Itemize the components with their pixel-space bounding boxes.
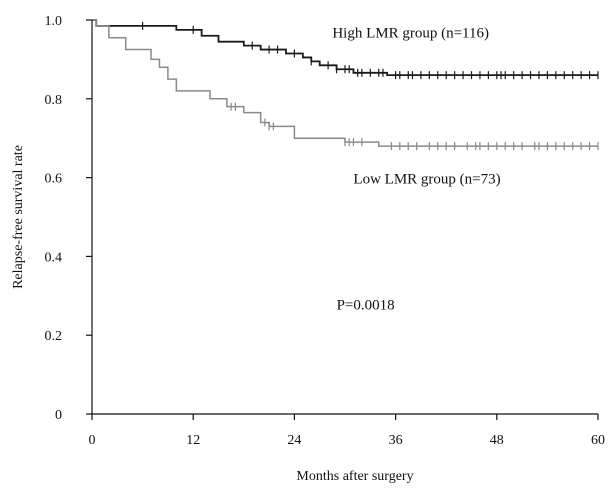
- annotation-p-value: P=0.0018: [337, 298, 395, 314]
- plot-area: [92, 19, 599, 151]
- y-tick-label: 0.4: [45, 250, 63, 265]
- x-tick-label: 24: [287, 433, 301, 448]
- annotation-high-group: High LMR group (n=116): [332, 26, 489, 42]
- x-tick-label: 36: [389, 433, 403, 448]
- x-tick-label: 12: [186, 433, 200, 448]
- x-ticks: 0 12 24 36 48 60: [89, 414, 605, 448]
- x-tick-label: 48: [490, 433, 504, 448]
- series-line-low-lmr: [92, 19, 598, 147]
- y-tick-label: 0.8: [45, 93, 63, 108]
- x-tick-label: 0: [89, 433, 96, 448]
- x-tick-label: 60: [591, 433, 605, 448]
- x-axis-label: Months after surgery: [296, 469, 413, 484]
- annotation-low-group: Low LMR group (n=73): [353, 172, 500, 188]
- y-ticks: 0 0.2 0.4 0.6 0.8 1.0: [45, 14, 92, 423]
- y-axis-label: Relapse-free survival rate: [11, 145, 26, 289]
- axes: [91, 20, 598, 415]
- y-tick-label: 0.2: [45, 329, 63, 344]
- y-tick-label: 0.6: [45, 172, 63, 187]
- y-tick-label: 0: [55, 408, 62, 423]
- y-tick-label: 1.0: [45, 14, 63, 29]
